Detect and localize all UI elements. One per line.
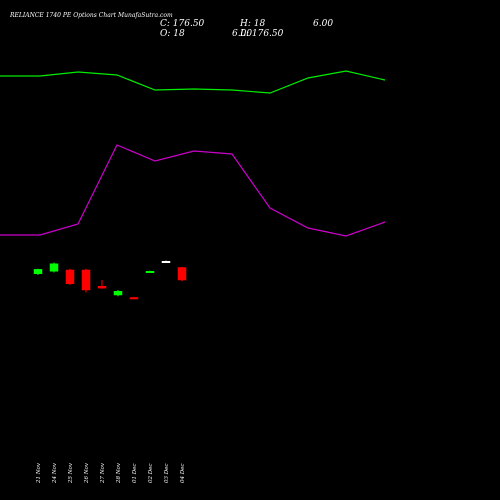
candle-body xyxy=(33,269,43,274)
indicator-lines xyxy=(0,70,386,237)
candle xyxy=(33,268,43,275)
candle-body xyxy=(161,261,171,263)
low-extra-readout: L: 176.50 xyxy=(239,29,284,39)
candle-body xyxy=(145,271,155,273)
candle xyxy=(97,280,107,289)
x-tick-label: 04 Dec xyxy=(180,464,186,484)
x-tick-label: 26 Nov xyxy=(84,462,90,484)
open-readout: O: 18 xyxy=(160,29,185,39)
x-tick-label: 02 Dec xyxy=(148,464,154,484)
high-extra-readout: 6.00 xyxy=(313,19,333,29)
candle xyxy=(113,290,123,297)
x-tick-label: 28 Nov xyxy=(116,462,122,484)
candle xyxy=(81,268,91,293)
candle-body xyxy=(113,291,123,296)
chart-title: RELIANCE 1740 PE Options Chart MunafaSut… xyxy=(9,12,173,19)
candle-body xyxy=(65,269,75,284)
indicator-line-green xyxy=(0,70,386,94)
candle xyxy=(161,260,171,263)
candle-body xyxy=(81,269,91,291)
x-tick-label: 25 Nov xyxy=(68,462,74,484)
x-tick-label: 27 Nov xyxy=(100,462,106,484)
candle xyxy=(129,296,139,300)
x-tick-label: 03 Dec xyxy=(164,464,170,484)
x-tick-label: 01 Dec xyxy=(132,464,138,484)
indicator-line-magenta xyxy=(0,144,386,237)
candlesticks xyxy=(33,260,187,300)
candle-body xyxy=(177,267,187,281)
high-readout: H: 18 xyxy=(239,19,265,29)
candle-body xyxy=(129,297,139,300)
low-readout: 6.00 xyxy=(232,29,252,39)
x-tick-label: 24 Nov xyxy=(52,462,58,484)
x-tick-label: 21 Nov xyxy=(36,462,42,484)
candle xyxy=(65,268,75,285)
candle-body xyxy=(97,286,107,289)
close-readout: C: 176.50 xyxy=(160,19,205,29)
candle xyxy=(145,270,155,273)
candle-body xyxy=(49,263,59,272)
candle xyxy=(49,262,59,273)
x-axis-tick-labels: 21 Nov 24 Nov 25 Nov 26 Nov 27 Nov 28 Nov 01 D… xyxy=(36,462,186,484)
candle xyxy=(177,266,187,282)
